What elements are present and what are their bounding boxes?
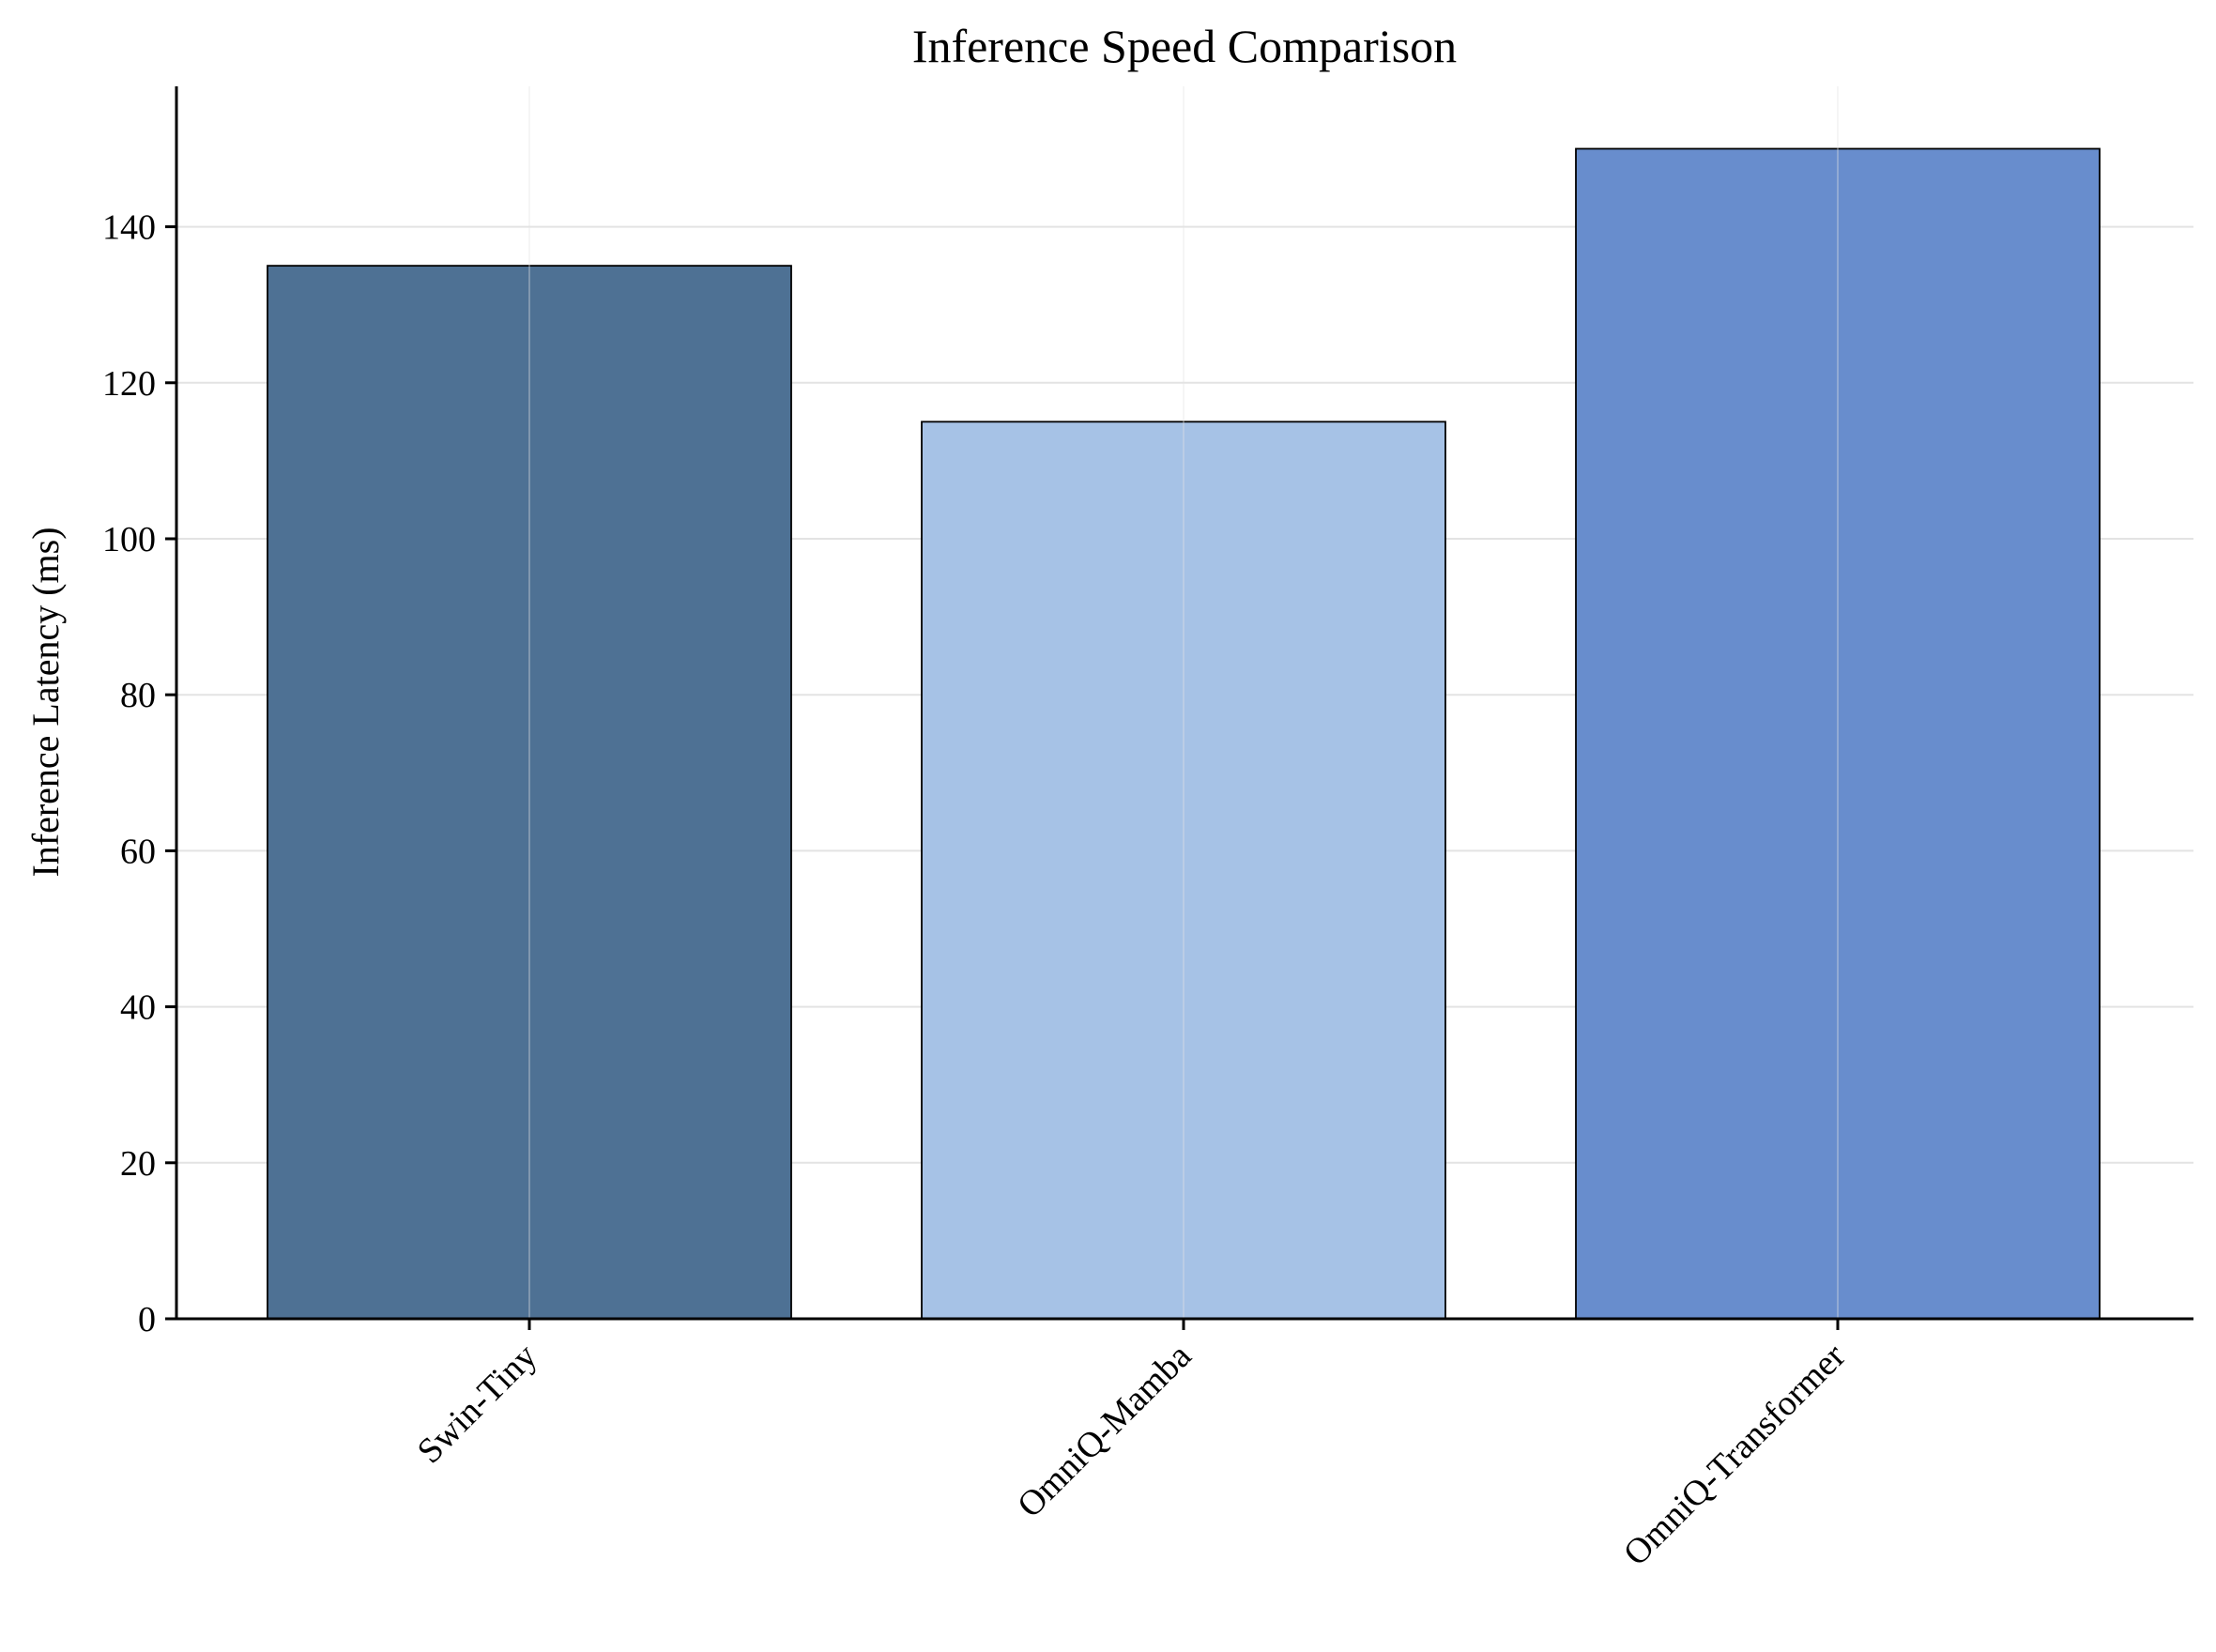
y-tick-label: 60 [120, 832, 156, 871]
y-tick-label: 120 [102, 364, 156, 404]
y-tick-label: 20 [120, 1144, 156, 1184]
y-axis-label: Inference Latency (ms) [24, 527, 67, 877]
x-tick-label: Swin-Tiny [410, 1337, 545, 1472]
bar-layer [267, 147, 2101, 1320]
bar-omniq-mamba [921, 421, 1446, 1320]
chart-title: Inference Speed Comparison [912, 20, 1457, 72]
y-tick-label: 40 [120, 988, 156, 1028]
y-tick-label: 0 [138, 1300, 156, 1339]
y-tick-layer: 0 20 40 60 80 100 120 140 [102, 208, 176, 1339]
y-tick-label: 140 [102, 208, 156, 248]
y-tick-label: 80 [120, 676, 156, 715]
x-tick-label: OmniQ-Mamba [1010, 1337, 1199, 1525]
vertical-grid-layer [528, 86, 1839, 1319]
x-tick-layer: Swin-Tiny OmniQ-Mamba OmniQ-Transformer [410, 1319, 1854, 1573]
y-tick-label: 100 [102, 520, 156, 559]
x-tick-label: OmniQ-Transformer [1616, 1336, 1854, 1573]
bar-omniq-transformer [1575, 147, 2101, 1320]
